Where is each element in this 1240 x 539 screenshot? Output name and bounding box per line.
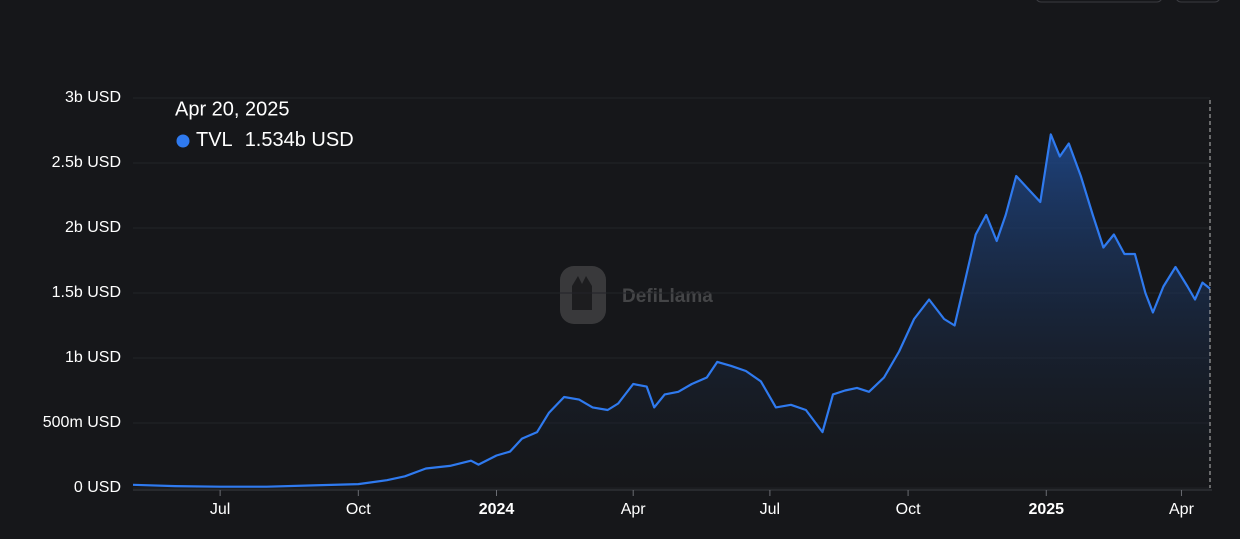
x-tick-label: Oct: [346, 501, 371, 518]
watermark-text: DefiLlama: [622, 286, 713, 307]
y-tick-label: 1.5b USD: [52, 284, 121, 301]
x-tick-label: Apr: [1169, 501, 1195, 518]
y-tick-label: 2b USD: [65, 219, 121, 236]
y-tick-label: 1b USD: [65, 349, 121, 366]
x-tick-label: Jul: [760, 501, 780, 518]
tooltip-row: TVL 1.534b USD: [196, 129, 354, 151]
x-tick-label: Oct: [896, 501, 921, 518]
toolbar-button[interactable]: [1036, 0, 1162, 3]
x-tick-label: Jul: [210, 501, 230, 518]
x-tick-label: Apr: [621, 501, 647, 518]
legend-label: TVL: [196, 129, 233, 151]
area-fill: [133, 134, 1210, 488]
line: [132, 133, 1211, 488]
y-tick-label: 3b USD: [65, 89, 121, 106]
watermark: DefiLlama: [560, 266, 713, 324]
toolbar-button[interactable]: [1176, 0, 1220, 3]
tooltip-value: 1.534b USD: [245, 129, 354, 151]
y-tick-label: 2.5b USD: [52, 154, 121, 171]
y-tick-label: 0 USD: [74, 479, 121, 496]
legend-swatch: [176, 134, 190, 148]
x-tick-label: 2025: [1028, 501, 1064, 518]
tooltip-date: Apr 20, 2025: [175, 98, 290, 120]
y-tick-label: 500m USD: [43, 414, 121, 431]
x-tick-label: 2024: [479, 501, 515, 518]
